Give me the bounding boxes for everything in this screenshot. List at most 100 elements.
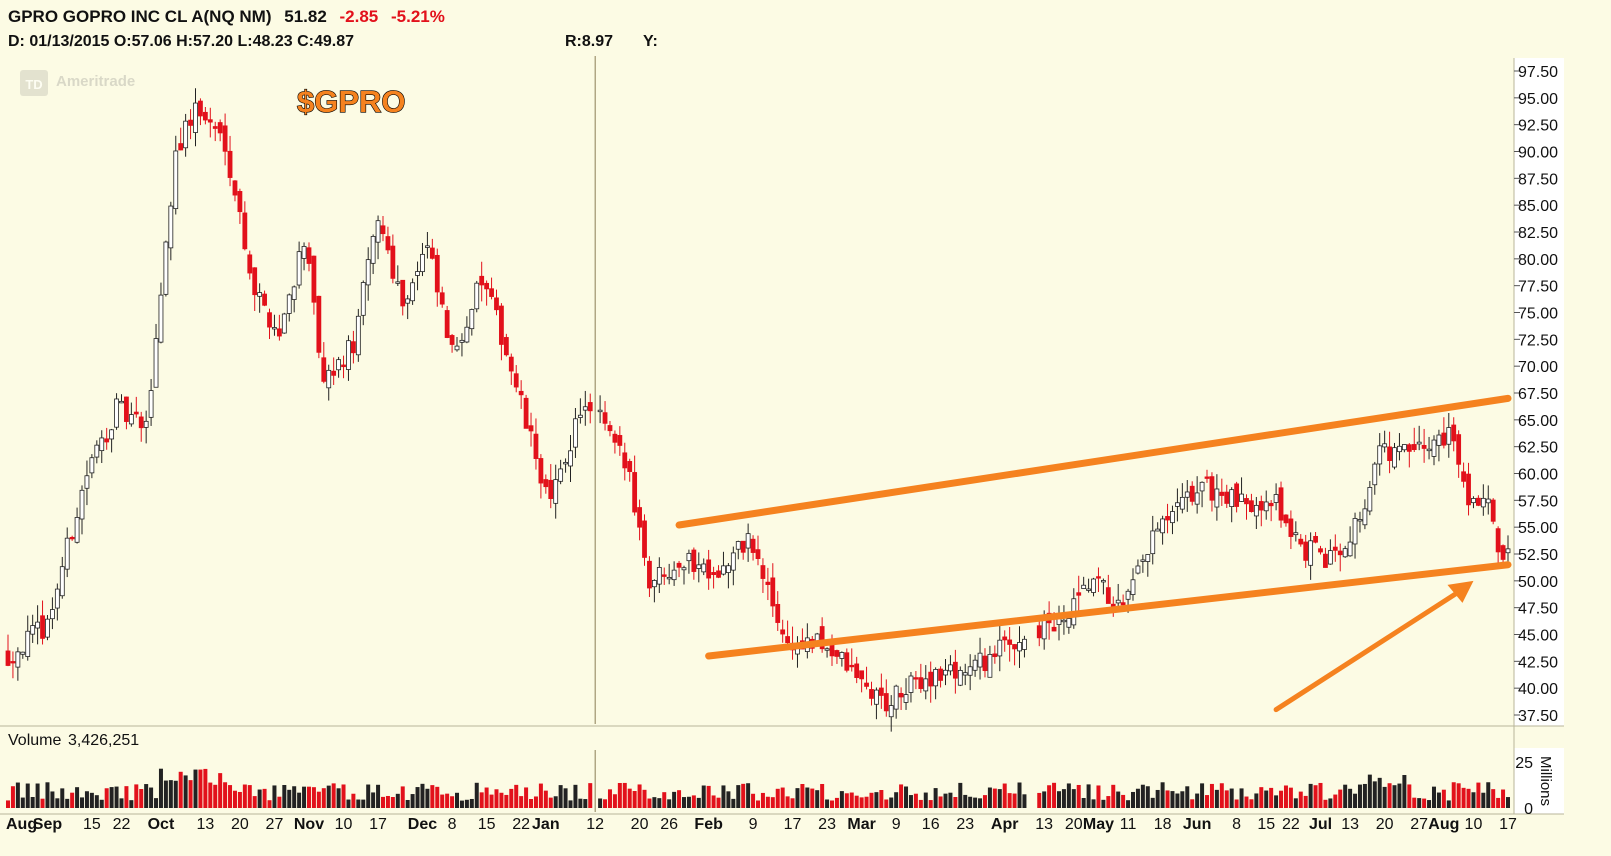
volume-bar	[736, 785, 741, 808]
candle-body	[819, 626, 825, 650]
candle-body	[972, 659, 978, 671]
volume-bar	[257, 789, 262, 808]
date-label: 23	[956, 816, 974, 833]
candle-body	[1105, 587, 1111, 604]
date-label: Jan	[532, 816, 560, 833]
volume-bar	[75, 787, 80, 808]
candle-body	[79, 489, 85, 520]
volume-bar	[129, 800, 134, 808]
candle-body	[834, 650, 840, 657]
volume-bar	[765, 796, 770, 808]
volume-bar	[963, 794, 968, 808]
volume-bar	[272, 785, 277, 808]
volume-bar	[1175, 793, 1180, 808]
candle-body	[459, 339, 465, 343]
candle-body	[982, 655, 988, 672]
volume-bar	[1106, 796, 1111, 808]
candle-body	[612, 433, 618, 443]
candle-body	[474, 282, 480, 310]
candle-body	[69, 536, 75, 540]
candle-body	[893, 685, 899, 710]
volume-bar	[1486, 782, 1491, 808]
volume-bar	[884, 799, 889, 808]
volume-bar	[1259, 787, 1264, 808]
candle-body	[696, 564, 702, 569]
candle-body	[272, 327, 277, 330]
candle-body	[469, 309, 475, 330]
volume-bar	[677, 790, 682, 808]
volume-bar	[366, 784, 371, 808]
candle-body	[237, 191, 243, 213]
candle-body	[1258, 501, 1264, 511]
volume-bar	[889, 797, 894, 808]
candle-body	[1051, 626, 1057, 632]
volume-label: Volume	[8, 732, 61, 749]
candle-body	[193, 102, 198, 133]
candle-body	[420, 253, 425, 273]
ticker-label: $GPRO	[297, 84, 406, 119]
candle-body	[523, 397, 529, 429]
candle-body	[321, 357, 327, 382]
date-label: 13	[1341, 816, 1359, 833]
volume-bar	[1288, 787, 1293, 808]
volume-bar	[607, 789, 612, 808]
volume-bar	[790, 798, 795, 808]
candle-body	[508, 356, 514, 372]
volume-bar	[1229, 788, 1234, 808]
candle-body	[923, 678, 929, 692]
volume-bar	[302, 786, 307, 808]
volume-bar	[1269, 787, 1274, 808]
candle-body	[765, 581, 771, 585]
price-axis-ticks: 97.50 95.00 92.50 90.00 87.50 85.00 82.50 80.00…	[1514, 64, 1558, 725]
candle-body	[331, 370, 337, 376]
volume-bar	[731, 798, 736, 808]
y-readout: Y:	[643, 33, 658, 50]
date-label: Jul	[1309, 816, 1332, 833]
candle-body	[543, 479, 549, 488]
candle-body	[360, 282, 366, 316]
volume-bar	[810, 788, 815, 808]
volume-bar	[839, 791, 844, 808]
volume-bar	[948, 792, 953, 808]
volume-bar	[825, 799, 830, 808]
price-tick-label: 40.00	[1518, 681, 1558, 698]
volume-bar	[139, 789, 144, 808]
volume-bar	[741, 783, 746, 808]
date-label: 18	[1154, 816, 1172, 833]
candle-body	[908, 675, 914, 693]
volume-axis-label: Millions	[1537, 756, 1554, 806]
candle-body	[933, 669, 939, 687]
candle-body	[1411, 444, 1417, 451]
volume-bar	[277, 796, 282, 808]
candle-body	[1431, 439, 1437, 457]
candle-body	[952, 661, 958, 679]
candle-body	[725, 565, 731, 573]
volume-bar	[997, 789, 1002, 808]
volume-bar	[1446, 800, 1451, 808]
date-label: Mar	[847, 816, 875, 833]
volume-bar	[716, 797, 721, 808]
candle-body	[104, 438, 110, 443]
volume-bar	[751, 793, 756, 808]
volume-bar	[1061, 789, 1066, 808]
volume-bar	[1101, 799, 1106, 808]
volume-bar	[899, 784, 904, 808]
candle-body	[1441, 432, 1447, 446]
candle-body	[943, 669, 948, 676]
candle-body	[622, 452, 628, 469]
candle-body	[15, 651, 21, 668]
candle-body	[1244, 498, 1249, 505]
candle-body	[499, 305, 504, 345]
volume-bar	[183, 775, 188, 808]
volume-bar	[336, 788, 341, 808]
ohlc-values: D: 01/13/2015 O:57.06 H:57.20 L:48.23 C:…	[8, 33, 354, 50]
candle-body	[538, 458, 544, 484]
volume-bar	[820, 783, 825, 808]
date-label: Apr	[991, 816, 1019, 833]
candle-body	[212, 126, 218, 129]
candle-body	[1091, 578, 1096, 593]
volume-bar	[223, 782, 228, 808]
candle-body	[178, 143, 184, 151]
volume-axis-ticks: 25 0	[1515, 755, 1533, 818]
